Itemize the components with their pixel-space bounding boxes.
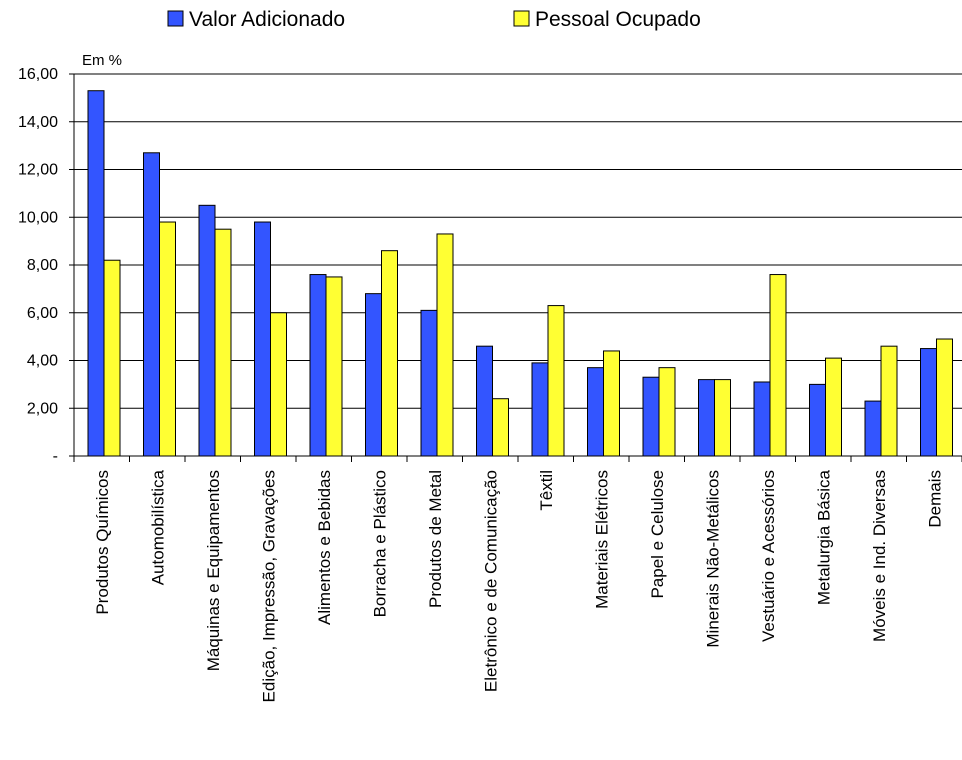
y-tick-label: 14,00 [18, 114, 58, 131]
bar-series-0 [698, 379, 715, 457]
bar-series-1 [658, 367, 676, 457]
bar-series-1 [214, 228, 232, 457]
x-category-label: Produtos de Metal [426, 470, 445, 608]
y-tick-label: 12,00 [18, 162, 58, 179]
legend-label-series-0: Valor Adicionado [189, 8, 345, 31]
x-category-label: Automobilística [148, 469, 167, 585]
x-category-label: Alimentos e Bebidas [315, 470, 334, 625]
legend-swatch-series-1 [513, 10, 530, 27]
bar-series-0 [642, 376, 660, 457]
bar-series-1 [769, 274, 787, 457]
y-tick-label: - [53, 448, 58, 465]
x-category-label: Papel e Celulose [648, 470, 667, 599]
y-tick-labels: - 2,00 4,00 6,00 8,00 10,00 12,00 14,00 16,00 [18, 66, 58, 465]
y-axis-unit-label: Em % [82, 52, 122, 69]
x-category-label: Móveis e Ind. Diversas [870, 470, 889, 642]
bar-series-1 [270, 312, 287, 457]
x-category-labels: Produtos Químicos Automobilística Máquinas… [93, 469, 945, 702]
bar-series-1 [880, 345, 898, 457]
bar-series-1 [492, 398, 509, 457]
bar-series-0 [309, 274, 327, 457]
y-tick-label: 8,00 [27, 257, 58, 274]
bar-series-0 [864, 400, 882, 457]
x-category-label: Máquinas e Equipamentos [204, 470, 223, 671]
bar-series-1 [436, 233, 454, 457]
bar-series-1 [603, 350, 620, 457]
x-category-label: Demais [925, 470, 944, 528]
legend-swatch-series-0 [167, 10, 184, 27]
bar-series-0 [531, 362, 549, 457]
bar-series-0 [254, 221, 271, 457]
legend: Valor Adicionado Pessoal Ocupado [167, 8, 701, 31]
bar-series-1 [936, 338, 953, 457]
x-category-label: Minerais Não-Metálicos [703, 470, 722, 648]
bar-series-0 [753, 381, 771, 457]
bar-series-1 [381, 250, 398, 457]
bar-series-1 [103, 259, 121, 457]
bar-series-0 [920, 348, 937, 457]
x-category-label: Metalurgia Básica [814, 469, 833, 605]
x-category-label: Produtos Químicos [93, 470, 112, 615]
bar-series-0 [587, 367, 604, 457]
bar-series-0 [198, 204, 216, 457]
y-tick-label: 6,00 [27, 305, 58, 322]
x-category-label: Edição, Impressão, Gravações [259, 470, 278, 702]
x-category-label: Borracha e Plástico [370, 470, 389, 617]
bars [87, 90, 953, 457]
bar-series-0 [420, 309, 438, 457]
y-tick-label: 10,00 [18, 209, 58, 226]
bar-series-0 [143, 152, 160, 457]
bar-series-0 [365, 293, 382, 457]
y-tick-label: 4,00 [27, 353, 58, 370]
axes [69, 73, 962, 462]
x-category-label: Vestuário e Acessórios [759, 470, 778, 642]
bar-series-1 [714, 379, 731, 457]
x-category-label: Eletrônico e de Comunicação [481, 470, 500, 692]
bar-series-0 [809, 383, 826, 457]
bar-series-1 [325, 276, 343, 457]
legend-label-series-1: Pessoal Ocupado [535, 8, 701, 31]
y-tick-label: 16,00 [18, 66, 58, 83]
bar-series-1 [825, 357, 842, 457]
bar-series-1 [547, 305, 565, 457]
bar-series-0 [87, 90, 105, 457]
x-category-label: Materiais Elétricos [592, 470, 611, 609]
bar-series-1 [159, 221, 176, 457]
x-category-label: Têxtil [537, 470, 556, 511]
bar-series-0 [476, 345, 493, 457]
y-tick-label: 2,00 [27, 400, 58, 417]
